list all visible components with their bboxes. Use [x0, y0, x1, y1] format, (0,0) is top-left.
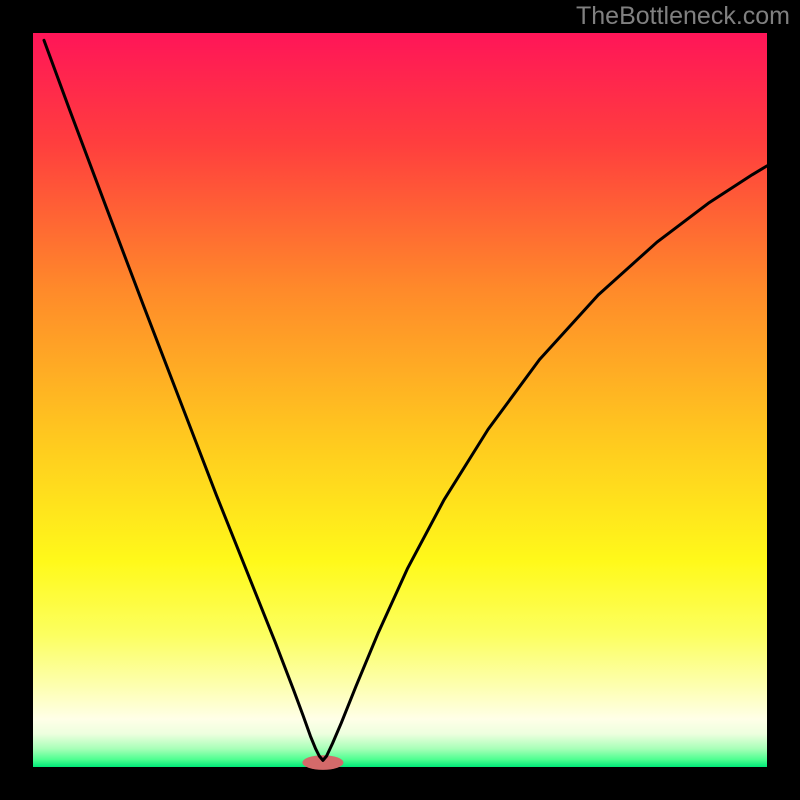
- bottleneck-chart: [0, 0, 800, 800]
- chart-container: TheBottleneck.com: [0, 0, 800, 800]
- chart-background: [33, 33, 767, 767]
- min-marker: [302, 755, 343, 770]
- watermark-text: TheBottleneck.com: [576, 2, 790, 31]
